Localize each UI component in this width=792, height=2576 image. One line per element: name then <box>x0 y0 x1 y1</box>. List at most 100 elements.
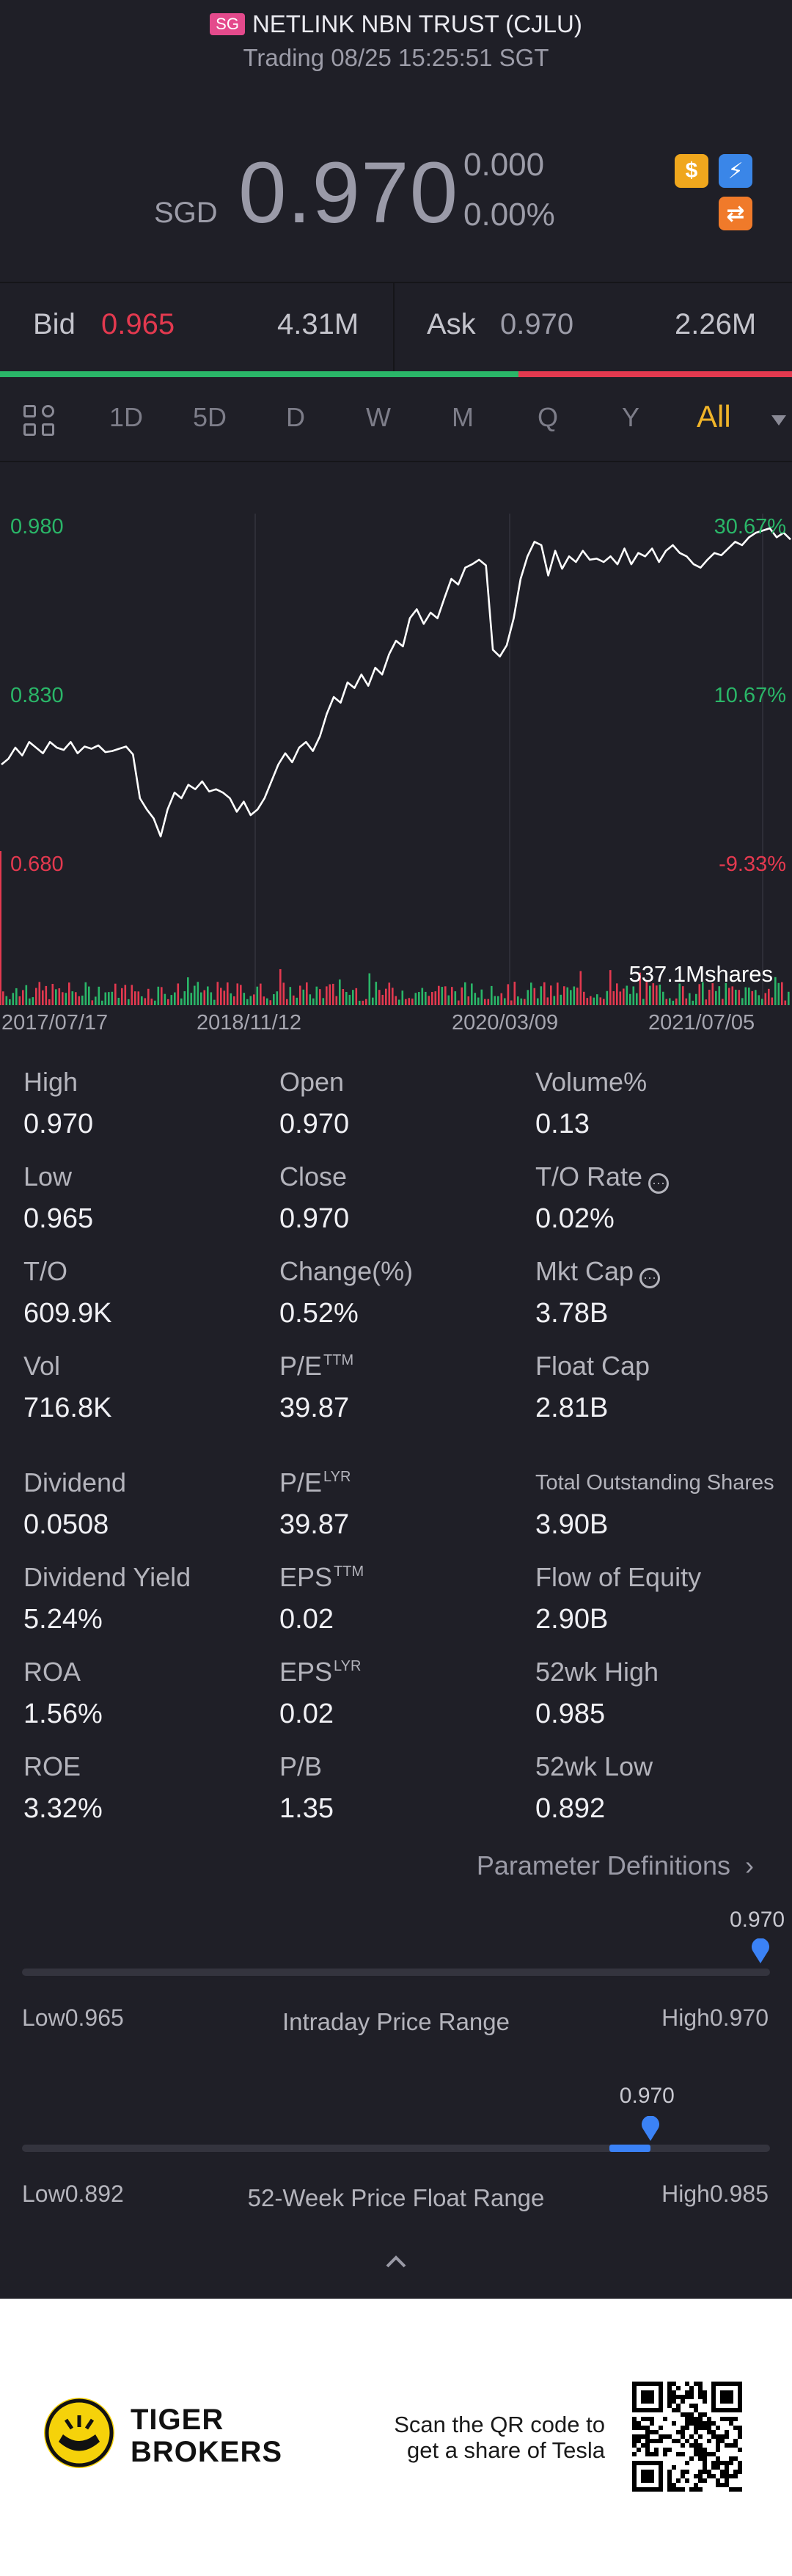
volume-bar <box>157 986 160 1005</box>
volume-bar <box>461 987 463 1005</box>
volume-bar <box>576 988 579 1005</box>
volume-bar <box>682 986 684 1005</box>
tab-weekly[interactable]: W <box>366 402 391 432</box>
y-tick-top: 0.980 <box>10 515 64 539</box>
grid-icon[interactable] <box>23 405 57 439</box>
volume-bar <box>12 993 15 1005</box>
volume-bar <box>51 984 54 1005</box>
volume-bar <box>246 999 249 1005</box>
volume-bar <box>408 998 411 1005</box>
volume-bar <box>335 996 338 1005</box>
volume-bar <box>111 991 114 1005</box>
tab-5d[interactable]: 5D <box>193 402 227 432</box>
volume-bar <box>319 989 321 1005</box>
week52-range-title: 52-Week Price Float Range <box>247 2184 545 2211</box>
x-tick: 2018/11/12 <box>197 1011 301 1035</box>
stat-label[interactable]: T/O Rate ··· <box>535 1161 670 1194</box>
ask-label: Ask <box>427 308 476 340</box>
volume-bar <box>702 982 704 1005</box>
volume-bar <box>777 982 780 1005</box>
volume-bar <box>243 993 246 1005</box>
tab-yearly[interactable]: Y <box>622 402 640 432</box>
volume-bar <box>530 982 532 1005</box>
dollar-icon[interactable]: $ <box>675 154 708 188</box>
volume-bar <box>656 985 658 1005</box>
volume-bar <box>240 985 242 1005</box>
volume-bar <box>227 982 229 1005</box>
volume-bar <box>91 1000 94 1005</box>
volume-bar <box>471 983 473 1005</box>
swap-icon[interactable]: ⇄ <box>719 197 752 230</box>
volume-bar <box>332 983 334 1005</box>
stat-value: 0.965 <box>23 1203 94 1234</box>
stat-label[interactable]: Mkt Cap ··· <box>535 1256 661 1288</box>
volume-bar <box>642 999 645 1005</box>
stat-value: 2.90B <box>535 1604 609 1635</box>
volume-bar <box>282 982 285 1005</box>
flash-icon[interactable]: ⚡ <box>719 154 752 188</box>
volume-bar <box>177 983 180 1005</box>
volume-bar <box>520 998 523 1005</box>
volume-bar <box>58 988 61 1005</box>
volume-bar <box>735 989 737 1005</box>
volume-bar <box>45 985 48 1005</box>
volume-bar <box>504 998 506 1005</box>
week52-range-track <box>22 2145 770 2152</box>
volume-bar <box>695 993 697 1005</box>
volume-bar <box>388 982 391 1005</box>
volume-bar <box>563 986 565 1005</box>
volume-bar <box>9 999 11 1005</box>
volume-bar <box>685 998 688 1005</box>
volume-bar <box>141 996 143 1005</box>
volume-bar <box>32 997 34 1005</box>
stat-value: 0.970 <box>23 1109 94 1139</box>
volume-bar <box>299 985 301 1005</box>
volume-bar <box>774 977 777 1005</box>
week52-current-value: 0.970 <box>619 2084 675 2108</box>
volume-bar <box>477 997 480 1005</box>
collapse-chevron-up-icon[interactable] <box>385 2254 407 2269</box>
volume-bar <box>117 997 120 1005</box>
volume-bar <box>434 991 437 1005</box>
volume-bar <box>609 970 612 1005</box>
tab-1d[interactable]: 1D <box>109 402 144 432</box>
chevron-down-icon[interactable] <box>771 415 786 426</box>
volume-bar <box>352 990 354 1005</box>
price-chart[interactable] <box>0 470 792 1027</box>
stat-value: 0.13 <box>535 1109 590 1139</box>
volume-bar <box>124 985 127 1005</box>
volume-bar <box>678 983 681 1005</box>
parameter-definitions-link[interactable]: Parameter Definitions › <box>477 1850 754 1881</box>
volume-bar <box>474 993 477 1005</box>
bid-price: 0.965 <box>101 308 175 340</box>
market-badge: SG <box>210 13 245 35</box>
volume-bar <box>48 999 51 1005</box>
brand-line1: TIGER <box>131 2404 224 2436</box>
x-tick: 2021/07/05 <box>648 1011 755 1035</box>
volume-bar <box>104 992 107 1005</box>
volume-bar <box>784 1000 787 1005</box>
volume-bar <box>108 992 110 1005</box>
stat-value: 2.81B <box>535 1393 609 1423</box>
volume-bar <box>286 999 288 1005</box>
volume-bar <box>253 994 255 1005</box>
volume-bar <box>256 986 259 1005</box>
volume-bar <box>378 990 381 1005</box>
stat-value: 0.02% <box>535 1203 615 1234</box>
tab-daily[interactable]: D <box>286 402 305 432</box>
volume-bar <box>29 998 31 1005</box>
volume-bar <box>645 982 648 1005</box>
tab-all[interactable]: All <box>697 399 731 434</box>
volume-bar <box>603 999 605 1005</box>
tab-monthly[interactable]: M <box>452 402 474 432</box>
volume-bar <box>744 987 747 1005</box>
volume-bar <box>698 984 701 1005</box>
volume-bar <box>180 998 183 1005</box>
volume-bar <box>144 998 147 1005</box>
scan-text-line2: get a share of Tesla <box>407 2437 605 2463</box>
volume-bar <box>134 991 136 1005</box>
stat-label: T/O <box>23 1256 67 1286</box>
volume-bar <box>510 1000 513 1005</box>
volume-bar <box>540 986 543 1005</box>
tab-quarterly[interactable]: Q <box>538 402 559 432</box>
